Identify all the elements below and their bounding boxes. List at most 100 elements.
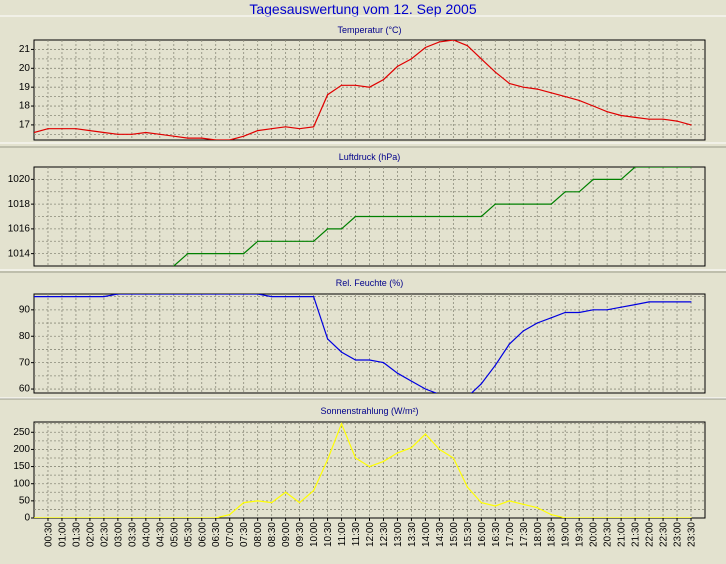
temperature-data-point xyxy=(382,79,385,81)
humidity-data-point xyxy=(89,296,91,298)
radiation-data-point xyxy=(201,517,203,518)
radiation-data-point xyxy=(550,513,552,516)
temperature-data-point xyxy=(494,71,496,73)
radiation-data-point xyxy=(173,517,175,518)
humidity-y-tick-label: 60 xyxy=(19,384,31,395)
humidity-data-point xyxy=(75,296,77,298)
pressure-y-tick-label: 1014 xyxy=(8,248,31,259)
pressure-data-point xyxy=(354,215,357,218)
radiation-data-point xyxy=(382,460,385,463)
x-tick-label: 05:00 xyxy=(169,522,180,547)
temperature-data-point xyxy=(201,137,203,139)
humidity-data-point xyxy=(187,294,189,295)
pressure-data-point xyxy=(61,278,62,279)
x-tick-label: 18:30 xyxy=(547,522,558,547)
pressure-data-point xyxy=(676,167,678,168)
temperature-data-point xyxy=(466,45,468,47)
x-tick-label: 14:00 xyxy=(421,522,432,547)
x-tick-label: 22:30 xyxy=(659,522,670,547)
humidity-data-point xyxy=(368,359,371,361)
radiation-data-point xyxy=(396,452,399,454)
x-tick-label: 23:00 xyxy=(673,522,684,547)
temperature-data-point xyxy=(438,41,440,43)
humidity-data-point xyxy=(285,296,287,298)
radiation-y-tick-label: 200 xyxy=(13,444,30,455)
radiation-data-point xyxy=(187,517,189,518)
humidity-data-point xyxy=(564,311,566,314)
temperature-data-point xyxy=(690,124,692,126)
x-tick-label: 13:00 xyxy=(393,522,404,547)
x-tick-label: 06:00 xyxy=(197,522,208,547)
humidity-data-point xyxy=(271,296,273,298)
humidity-data-point xyxy=(606,309,608,311)
pressure-data-point xyxy=(634,167,636,168)
x-tick-label: 04:30 xyxy=(155,522,166,547)
x-tick-label: 17:00 xyxy=(505,522,516,547)
x-tick-label: 02:30 xyxy=(99,522,110,547)
humidity-data-point xyxy=(480,383,482,385)
pressure-data-point xyxy=(480,215,482,218)
radiation-data-point xyxy=(424,433,427,435)
temperature-data-point xyxy=(564,96,566,98)
pressure-data-point xyxy=(326,228,329,230)
temperature-y-tick-label: 17 xyxy=(19,120,31,131)
radiation-data-point xyxy=(159,517,161,518)
radiation-data-point xyxy=(620,517,622,518)
humidity-data-point xyxy=(34,296,35,298)
pressure-data-point xyxy=(438,215,440,218)
x-tick-label: 09:30 xyxy=(295,522,306,547)
pressure-data-point xyxy=(662,167,664,168)
pressure-data-point xyxy=(75,278,76,279)
humidity-data-point xyxy=(47,296,49,298)
pressure-series-line xyxy=(172,167,691,266)
radiation-data-point xyxy=(438,448,440,451)
radiation-data-point xyxy=(452,457,454,459)
humidity-data-point xyxy=(229,294,231,295)
temperature-data-point xyxy=(648,118,650,120)
humidity-data-point xyxy=(550,317,552,319)
temperature-data-point xyxy=(215,139,217,140)
x-tick-label: 07:00 xyxy=(225,522,236,547)
x-tick-label: 01:30 xyxy=(71,522,82,547)
x-tick-label: 21:00 xyxy=(617,522,628,547)
x-tick-label: 03:00 xyxy=(113,522,124,547)
radiation-data-point xyxy=(676,517,678,518)
x-tick-label: 00:30 xyxy=(43,522,54,547)
humidity-data-point xyxy=(201,294,203,295)
humidity-data-point xyxy=(312,296,315,298)
temperature-data-point xyxy=(550,92,552,94)
temperature-data-point xyxy=(634,116,636,118)
pressure-data-point xyxy=(33,278,34,279)
radiation-y-tick-label: 100 xyxy=(13,478,30,489)
humidity-data-point xyxy=(620,306,622,308)
radiation-y-tick-label: 250 xyxy=(13,427,30,438)
pressure-data-point xyxy=(648,167,650,168)
humidity-data-point xyxy=(173,294,175,295)
radiation-data-point xyxy=(662,517,664,518)
humidity-data-point xyxy=(424,388,427,390)
temperature-data-point xyxy=(34,131,35,134)
radiation-data-point xyxy=(508,500,510,502)
radiation-data-point xyxy=(312,489,315,492)
pressure-data-point xyxy=(117,278,118,279)
temperature-y-tick-label: 21 xyxy=(19,44,31,55)
temperature-data-point xyxy=(536,88,538,90)
humidity-data-point xyxy=(439,394,440,395)
temperature-data-point xyxy=(354,84,357,86)
radiation-y-tick-label: 50 xyxy=(19,495,31,506)
humidity-data-point xyxy=(354,359,357,361)
x-tick-label: 20:00 xyxy=(589,522,600,547)
x-tick-label: 12:00 xyxy=(365,522,376,547)
humidity-data-point xyxy=(145,294,147,295)
pressure-data-point xyxy=(103,278,104,279)
humidity-data-point xyxy=(410,380,413,382)
x-tick-label: 05:30 xyxy=(183,522,194,547)
pressure-data-point xyxy=(620,178,622,180)
radiation-data-point xyxy=(257,500,259,502)
pressure-data-point xyxy=(257,240,259,242)
pressure-data-point xyxy=(201,253,203,255)
radiation-data-point xyxy=(410,447,413,449)
humidity-data-point xyxy=(340,351,343,353)
temperature-data-point xyxy=(61,128,63,130)
